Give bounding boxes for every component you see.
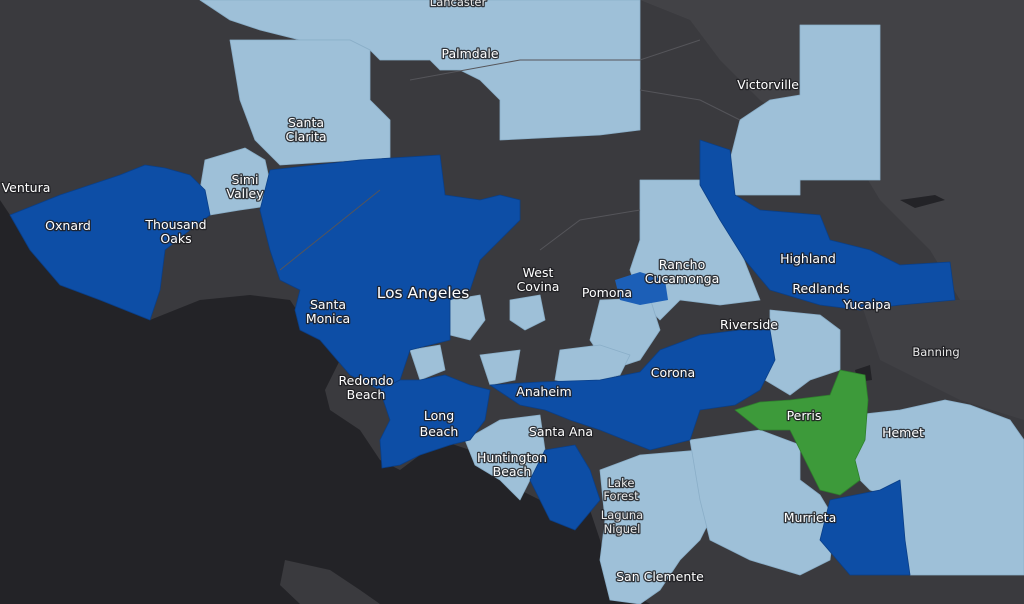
label-pomona: Pomona	[582, 285, 632, 300]
label-oxnard: Oxnard	[45, 218, 91, 233]
label-lake-forest-1: Lake	[608, 476, 635, 490]
road-lines	[279, 39, 741, 271]
label-yucaipa: Yucaipa	[842, 297, 891, 312]
label-santa-monica-2: Monica	[306, 311, 350, 326]
label-redlands: Redlands	[792, 281, 849, 296]
label-thousand-oaks-2: Oaks	[160, 231, 191, 246]
label-corona: Corona	[651, 365, 695, 380]
label-santa-clarita-1: Santa	[288, 115, 324, 130]
region-anaheim-corona	[489, 329, 776, 451]
label-san-clemente: San Clemente	[616, 569, 704, 584]
label-perris: Perris	[787, 408, 822, 423]
region-pomona	[615, 272, 668, 305]
label-long-beach-2: Beach	[420, 424, 459, 439]
label-highland: Highland	[780, 251, 836, 266]
land-hills-south	[860, 300, 1024, 420]
tier-light-regions	[199, 0, 1024, 604]
label-murrieta: Murrieta	[784, 510, 837, 525]
label-banning: Banning	[912, 345, 959, 359]
region-hemet	[849, 399, 1024, 576]
region-la-light-4	[479, 349, 521, 386]
label-rancho-cucamonga-2: Cucamonga	[645, 271, 720, 286]
region-los-angeles	[259, 154, 521, 391]
label-west-covina-2: Covina	[517, 279, 560, 294]
label-laguna-niguel-1: Laguna	[601, 508, 643, 522]
label-west-covina-1: West	[523, 265, 554, 280]
tier-dark-regions	[9, 139, 956, 576]
label-victorville: Victorville	[737, 77, 799, 92]
label-palmdale: Palmdale	[441, 46, 498, 61]
label-laguna-niguel-2: Niguel	[604, 522, 641, 536]
region-la-light-5	[554, 344, 631, 386]
label-lancaster: Lancaster	[430, 0, 487, 9]
label-hemet: Hemet	[882, 425, 924, 440]
label-santa-clarita-2: Clarita	[285, 129, 326, 144]
region-highland-redlands	[699, 139, 956, 311]
label-huntington-beach-1: Huntington	[477, 450, 547, 465]
region-antelope-valley	[199, 0, 641, 141]
island	[280, 560, 380, 604]
label-redondo-beach-1: Redondo	[339, 373, 394, 388]
region-oc-south-dark	[529, 444, 601, 531]
land-hills	[640, 0, 1024, 300]
label-huntington-beach-2: Beach	[493, 464, 532, 479]
label-simi-valley-1: Simi	[231, 172, 258, 187]
region-oxnard-thousand-oaks	[9, 164, 211, 321]
label-lake-forest-2: Forest	[603, 489, 639, 503]
label-anaheim: Anaheim	[516, 384, 571, 399]
label-ventura: Ventura	[2, 180, 51, 195]
lake-1	[900, 195, 945, 208]
label-simi-valley-2: Valley	[226, 186, 264, 201]
region-la-light-3	[409, 344, 446, 381]
label-long-beach-1: Long	[424, 408, 454, 423]
label-los-angeles: Los Angeles	[377, 284, 470, 302]
label-santa-ana: Santa Ana	[529, 424, 593, 439]
place-labels: Lancaster Palmdale Victorville Santa Cla…	[0, 0, 961, 585]
region-murrieta-south	[819, 479, 911, 576]
label-santa-monica-1: Santa	[310, 297, 346, 312]
label-redondo-beach-2: Beach	[347, 387, 386, 402]
region-perris	[734, 369, 869, 496]
region-la-light-2	[509, 294, 546, 331]
label-thousand-oaks-1: Thousand	[144, 217, 206, 232]
label-rancho-cucamonga-1: Rancho	[659, 257, 705, 272]
region-long-beach	[379, 374, 491, 469]
label-riverside: Riverside	[720, 317, 778, 332]
